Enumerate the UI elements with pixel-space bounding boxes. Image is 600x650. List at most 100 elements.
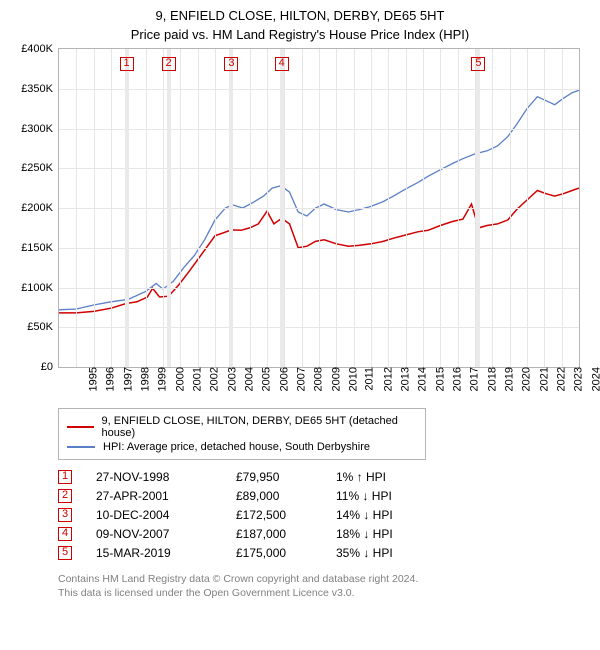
y-tick-label: £400K	[21, 43, 53, 55]
x-tick-label: 1998	[135, 367, 151, 391]
x-tick-label: 2014	[413, 367, 429, 391]
event-delta: 11% ↓ HPI	[336, 489, 456, 503]
gridline-v	[302, 49, 303, 367]
title-line2: Price paid vs. HM Land Registry's House …	[10, 27, 590, 42]
legend-swatch	[67, 446, 95, 448]
event-marker-box: 2	[162, 57, 176, 71]
event-marker-box: 5	[471, 57, 485, 71]
event-index-box: 2	[58, 489, 72, 503]
x-tick-label: 2000	[170, 367, 186, 391]
event-date: 27-NOV-1998	[96, 470, 236, 484]
x-tick-label: 2018	[482, 367, 498, 391]
x-tick-label: 2008	[309, 367, 325, 391]
legend-row: HPI: Average price, detached house, Sout…	[67, 441, 417, 453]
gridline-v	[94, 49, 95, 367]
gridline-v	[284, 49, 285, 367]
gridline-v	[267, 49, 268, 367]
legend-row: 9, ENFIELD CLOSE, HILTON, DERBY, DE65 5H…	[67, 415, 417, 439]
x-tick-label: 2011	[360, 367, 376, 391]
x-tick-label: 2020	[517, 367, 533, 391]
event-marker-band	[125, 49, 129, 367]
event-date: 15-MAR-2019	[96, 546, 236, 560]
gridline-v	[458, 49, 459, 367]
gridline-v	[440, 49, 441, 367]
x-tick-label: 2001	[187, 367, 203, 391]
event-index-box: 1	[58, 470, 72, 484]
y-tick-label: £150K	[21, 242, 53, 254]
event-row: 5 15-MAR-2019£175,00035% ↓ HPI	[58, 546, 590, 560]
event-date: 09-NOV-2007	[96, 527, 236, 541]
chart-area: £0£50K£100K£150K£200K£250K£300K£350K£400…	[58, 48, 580, 368]
event-row: 127-NOV-1998£79,9501% ↑ HPI	[58, 470, 590, 484]
gridline-v	[319, 49, 320, 367]
gridline-v	[371, 49, 372, 367]
gridline-v	[406, 49, 407, 367]
gridline-v	[423, 49, 424, 367]
event-marker-band	[229, 49, 233, 367]
x-tick-label: 2024	[586, 367, 600, 391]
title-line1: 9, ENFIELD CLOSE, HILTON, DERBY, DE65 5H…	[10, 8, 590, 23]
x-tick-label: 1999	[153, 367, 169, 391]
y-tick-label: £250K	[21, 162, 53, 174]
gridline-v	[510, 49, 511, 367]
y-tick-label: £0	[41, 361, 53, 373]
event-index-box: 3	[58, 508, 72, 522]
x-tick-label: 2013	[395, 367, 411, 391]
legend-label: HPI: Average price, detached house, Sout…	[103, 441, 370, 453]
x-tick-label: 1997	[118, 367, 134, 391]
x-tick-label: 2004	[239, 367, 255, 391]
event-price: £89,000	[236, 489, 336, 503]
event-delta: 14% ↓ HPI	[336, 508, 456, 522]
chart-title: 9, ENFIELD CLOSE, HILTON, DERBY, DE65 5H…	[10, 8, 590, 42]
event-price: £172,500	[236, 508, 336, 522]
y-tick-label: £350K	[21, 83, 53, 95]
x-tick-label: 2003	[222, 367, 238, 391]
event-marker-band	[167, 49, 171, 367]
gridline-v	[562, 49, 563, 367]
gridline-v	[492, 49, 493, 367]
footer-attribution: Contains HM Land Registry data © Crown c…	[58, 572, 590, 600]
x-tick-label: 2012	[378, 367, 394, 391]
y-tick-label: £300K	[21, 123, 53, 135]
x-tick-label: 2019	[499, 367, 515, 391]
x-tick-label: 2006	[274, 367, 290, 391]
event-price: £175,000	[236, 546, 336, 560]
event-marker-box: 3	[224, 57, 238, 71]
event-marker-box: 1	[120, 57, 134, 71]
x-tick-label: 2016	[447, 367, 463, 391]
event-marker-band	[280, 49, 284, 367]
legend-label: 9, ENFIELD CLOSE, HILTON, DERBY, DE65 5H…	[102, 415, 417, 439]
gridline-v	[76, 49, 77, 367]
event-price: £79,950	[236, 470, 336, 484]
gridline-v	[527, 49, 528, 367]
event-marker-box: 4	[275, 57, 289, 71]
page-root: 9, ENFIELD CLOSE, HILTON, DERBY, DE65 5H…	[0, 0, 600, 650]
gridline-v	[354, 49, 355, 367]
gridline-v	[250, 49, 251, 367]
gridline-v	[544, 49, 545, 367]
event-index-box: 4	[58, 527, 72, 541]
event-delta: 35% ↓ HPI	[336, 546, 456, 560]
x-tick-label: 1995	[83, 367, 99, 391]
x-tick-label: 2015	[430, 367, 446, 391]
x-tick-label: 1996	[101, 367, 117, 391]
x-tick-label: 2005	[257, 367, 273, 391]
event-row: 310-DEC-2004£172,50014% ↓ HPI	[58, 508, 590, 522]
gridline-v	[146, 49, 147, 367]
event-row: 409-NOV-2007£187,00018% ↓ HPI	[58, 527, 590, 541]
gridline-v	[163, 49, 164, 367]
x-tick-label: 2002	[205, 367, 221, 391]
gridline-v	[215, 49, 216, 367]
gridline-v	[180, 49, 181, 367]
gridline-v	[388, 49, 389, 367]
gridline-v	[111, 49, 112, 367]
x-tick-label: 2010	[343, 367, 359, 391]
gridline-v	[198, 49, 199, 367]
event-index-box: 5	[58, 546, 72, 560]
legend: 9, ENFIELD CLOSE, HILTON, DERBY, DE65 5H…	[58, 408, 426, 460]
event-delta: 18% ↓ HPI	[336, 527, 456, 541]
y-tick-label: £50K	[27, 321, 53, 333]
footer-line2: This data is licensed under the Open Gov…	[58, 586, 590, 600]
x-tick-label: 2023	[569, 367, 585, 391]
legend-swatch	[67, 426, 94, 428]
